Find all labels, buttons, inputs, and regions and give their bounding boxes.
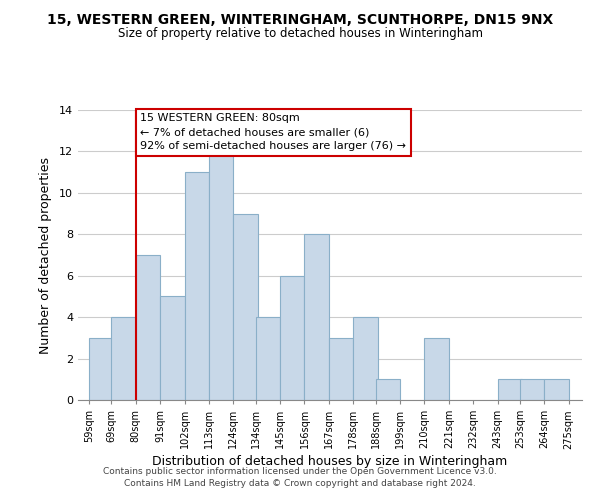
X-axis label: Distribution of detached houses by size in Winteringham: Distribution of detached houses by size … xyxy=(152,456,508,468)
Bar xyxy=(424,338,449,400)
Bar xyxy=(304,234,329,400)
Text: Contains HM Land Registry data © Crown copyright and database right 2024.: Contains HM Land Registry data © Crown c… xyxy=(124,478,476,488)
Bar xyxy=(112,317,136,400)
Text: Contains public sector information licensed under the Open Government Licence v3: Contains public sector information licen… xyxy=(103,467,497,476)
Bar xyxy=(329,338,353,400)
Text: 15 WESTERN GREEN: 80sqm
← 7% of detached houses are smaller (6)
92% of semi-deta: 15 WESTERN GREEN: 80sqm ← 7% of detached… xyxy=(140,113,406,151)
Bar xyxy=(136,255,160,400)
Bar xyxy=(280,276,304,400)
Bar xyxy=(376,380,400,400)
Bar xyxy=(89,338,113,400)
Bar xyxy=(497,380,522,400)
Bar xyxy=(520,380,544,400)
Bar xyxy=(256,317,280,400)
Bar xyxy=(233,214,258,400)
Bar xyxy=(185,172,209,400)
Text: 15, WESTERN GREEN, WINTERINGHAM, SCUNTHORPE, DN15 9NX: 15, WESTERN GREEN, WINTERINGHAM, SCUNTHO… xyxy=(47,12,553,26)
Bar xyxy=(160,296,185,400)
Bar xyxy=(544,380,569,400)
Bar xyxy=(209,152,233,400)
Text: Size of property relative to detached houses in Winteringham: Size of property relative to detached ho… xyxy=(118,28,482,40)
Bar xyxy=(353,317,378,400)
Y-axis label: Number of detached properties: Number of detached properties xyxy=(39,156,52,354)
